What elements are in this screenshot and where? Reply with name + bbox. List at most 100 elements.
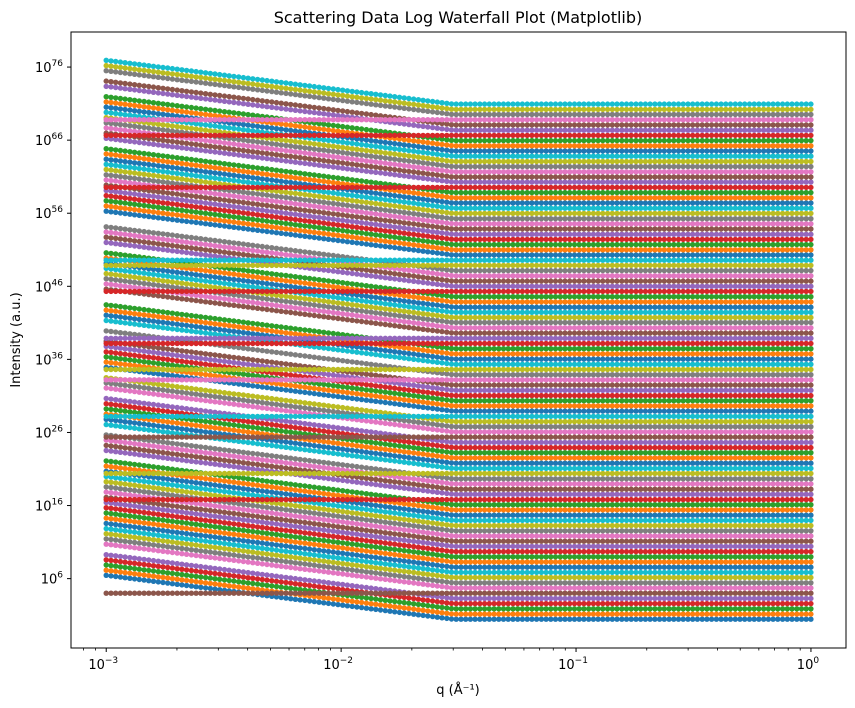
data-point <box>231 479 237 485</box>
data-point <box>775 585 781 591</box>
data-point <box>406 532 412 539</box>
data-point <box>188 526 195 532</box>
data-point <box>505 517 511 524</box>
data-point <box>288 528 294 534</box>
data-point <box>552 580 559 586</box>
data-point <box>638 496 644 503</box>
data-point <box>647 543 653 550</box>
data-point <box>429 590 436 596</box>
data-point <box>604 507 611 513</box>
data-point <box>250 560 256 566</box>
data-point <box>737 476 743 482</box>
data-point <box>198 522 204 528</box>
data-point <box>406 569 412 575</box>
data-point <box>775 606 781 612</box>
data-point <box>231 422 237 428</box>
data-point <box>335 570 341 577</box>
data-point <box>264 442 270 448</box>
data-point <box>335 544 341 551</box>
data-point <box>505 600 511 607</box>
data-point <box>727 580 734 586</box>
data-point <box>779 590 786 596</box>
data-point <box>680 538 686 544</box>
data-point <box>638 476 644 482</box>
data-point <box>680 470 686 477</box>
data-point <box>765 517 772 524</box>
data-point <box>756 538 762 544</box>
data-point <box>590 585 597 591</box>
data-point <box>661 528 667 534</box>
data-point <box>396 609 403 616</box>
data-point <box>552 507 559 513</box>
data-point <box>330 544 336 550</box>
data-point <box>548 476 554 482</box>
series-16 <box>103 489 814 539</box>
data-point <box>751 522 757 529</box>
data-point <box>590 460 597 466</box>
data-point <box>136 519 142 525</box>
data-point <box>306 504 313 511</box>
data-point <box>297 586 303 593</box>
data-point <box>481 491 488 497</box>
data-point <box>472 574 478 581</box>
data-point <box>292 508 299 514</box>
data-point <box>392 496 398 503</box>
data-point <box>704 554 710 560</box>
data-point <box>340 451 346 458</box>
data-point <box>708 564 715 570</box>
data-point <box>221 483 228 489</box>
data-point <box>751 590 757 596</box>
series-14 <box>103 499 814 550</box>
data-point <box>661 476 667 482</box>
data-point <box>193 459 199 465</box>
data-point <box>169 492 176 498</box>
data-point <box>685 564 691 570</box>
data-point <box>628 543 634 550</box>
data-point <box>685 611 691 617</box>
data-point <box>694 512 701 518</box>
series-7 <box>103 536 814 586</box>
data-point <box>775 470 781 477</box>
data-point <box>401 537 407 543</box>
data-point <box>680 616 686 622</box>
data-point <box>349 530 355 537</box>
data-point <box>524 491 530 497</box>
data-point <box>765 502 772 508</box>
data-point <box>675 476 682 482</box>
data-point <box>458 538 464 544</box>
data-point <box>803 507 809 513</box>
data-point <box>127 466 133 472</box>
data-point <box>671 528 677 534</box>
data-point <box>193 537 199 543</box>
data-point <box>373 560 379 566</box>
data-point <box>297 560 303 567</box>
data-point <box>250 502 256 509</box>
data-point <box>671 455 677 461</box>
data-point <box>236 464 242 470</box>
data-point <box>609 616 615 622</box>
data-point <box>737 450 743 456</box>
data-point <box>685 538 691 544</box>
data-point <box>344 462 351 469</box>
data-point <box>278 574 284 580</box>
data-point <box>207 460 213 467</box>
data-point <box>321 444 327 450</box>
data-point <box>165 470 171 477</box>
data-point <box>358 584 365 590</box>
data-point <box>349 442 355 448</box>
data-point <box>808 564 814 570</box>
data-point <box>751 476 757 482</box>
data-point <box>761 569 767 576</box>
data-point <box>779 486 786 492</box>
data-point <box>165 496 171 503</box>
data-point <box>770 512 776 518</box>
data-point <box>131 508 138 514</box>
data-point <box>439 516 445 522</box>
data-point <box>231 490 237 496</box>
data-point <box>146 526 152 532</box>
data-point <box>652 491 658 497</box>
data-point <box>250 450 256 457</box>
data-point <box>349 572 355 578</box>
data-point <box>269 590 275 596</box>
data-point <box>169 590 176 596</box>
